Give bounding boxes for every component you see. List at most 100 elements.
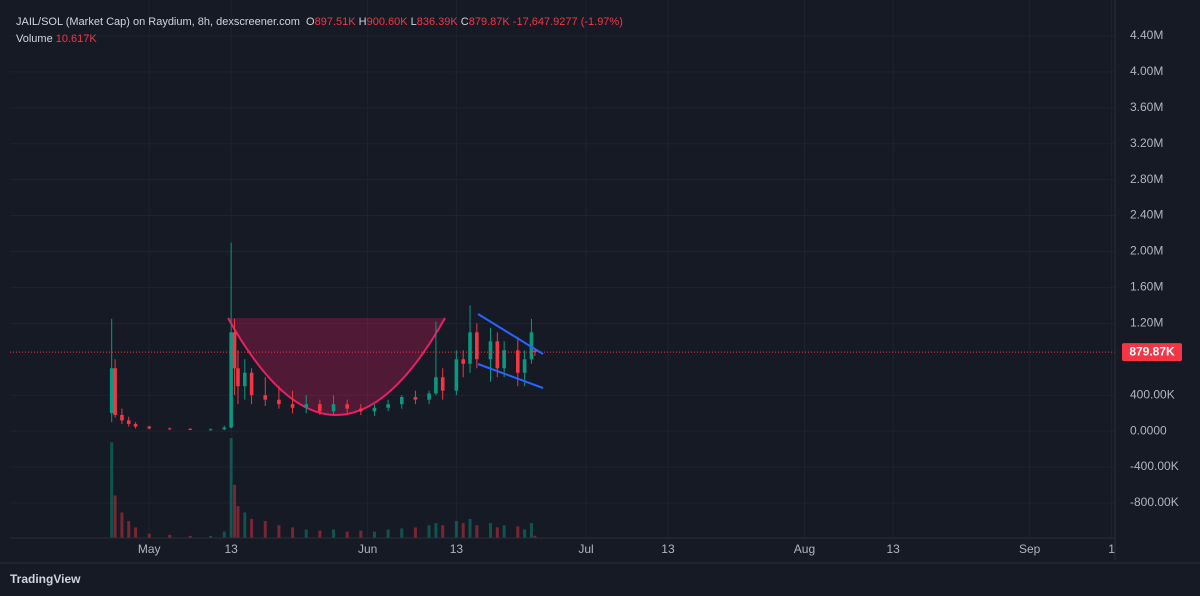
volume-bar bbox=[468, 518, 472, 538]
y-tick-label: 2.40M bbox=[1130, 208, 1163, 222]
volume-bar bbox=[168, 534, 172, 538]
volume-bar bbox=[332, 529, 336, 538]
candle-body bbox=[318, 404, 322, 412]
volume-bar bbox=[233, 484, 237, 538]
candle-body bbox=[488, 341, 493, 360]
x-tick-label: 13 bbox=[661, 542, 675, 556]
y-tick-label: 2.00M bbox=[1130, 244, 1163, 258]
candle-body bbox=[454, 359, 459, 391]
volume-bar bbox=[113, 495, 117, 538]
volume-bar bbox=[243, 512, 247, 538]
change: -17,647.9277 (-1.97%) bbox=[512, 16, 623, 28]
candle-body bbox=[263, 395, 268, 400]
volume-bar bbox=[495, 527, 499, 538]
volume-bar bbox=[318, 530, 322, 538]
candle-body bbox=[242, 372, 247, 387]
volume-bar bbox=[291, 527, 295, 538]
candle-body bbox=[222, 427, 227, 430]
candle-body bbox=[495, 341, 500, 369]
volume-bar bbox=[120, 512, 124, 538]
volume-bar bbox=[188, 535, 192, 538]
x-tick-label: 13 bbox=[224, 542, 238, 556]
x-tick-label: Jul bbox=[578, 542, 593, 556]
candle-body bbox=[440, 377, 445, 391]
candle-body bbox=[249, 372, 254, 396]
x-tick-label: Jun bbox=[358, 542, 377, 556]
brand[interactable]: TradingView bbox=[10, 572, 81, 586]
volume-bar bbox=[345, 531, 349, 538]
last-price-box bbox=[1122, 343, 1182, 362]
candle-body bbox=[113, 368, 117, 415]
candle-body bbox=[533, 350, 537, 353]
volume-bar bbox=[134, 527, 138, 538]
ohlc-value: 900.60K bbox=[366, 16, 408, 28]
x-tick-label: 13 bbox=[887, 542, 901, 556]
cup-fill bbox=[228, 318, 478, 415]
grid bbox=[10, 0, 1115, 538]
ohlc-key: O bbox=[306, 16, 315, 28]
candle-body bbox=[188, 428, 192, 430]
symbol: JAIL/SOL (Market Cap) on Raydium, 8h, de… bbox=[16, 16, 300, 28]
candle-body bbox=[359, 408, 363, 412]
y-tick-label: 2.80M bbox=[1130, 172, 1163, 186]
cup-arc bbox=[227, 317, 446, 416]
volume-bar bbox=[277, 525, 281, 538]
ohlc-key: C bbox=[460, 16, 469, 28]
volume-bar bbox=[533, 535, 537, 538]
axes: -800.00K -400.00K 0.0000 400.00K 1.20M 1.60M 2… bbox=[138, 28, 1182, 556]
volume-bar bbox=[461, 523, 465, 538]
volume-bar bbox=[427, 525, 431, 538]
candle-body bbox=[468, 332, 472, 364]
y-tick-label: 1.20M bbox=[1130, 316, 1163, 330]
volume-bar bbox=[400, 528, 404, 538]
volume-bar bbox=[488, 523, 492, 538]
volume-bar bbox=[502, 525, 506, 538]
candle-body bbox=[427, 393, 431, 400]
candle-body bbox=[167, 428, 172, 430]
y-tick-label: -800.00K bbox=[1130, 495, 1179, 509]
volume-bar bbox=[413, 527, 417, 538]
volume-bar bbox=[386, 529, 390, 538]
ohlc: O897.51K H900.60K L836.39K C879.87K bbox=[306, 16, 513, 28]
candle-body bbox=[120, 414, 124, 421]
candle-body bbox=[232, 332, 237, 369]
volume-bar bbox=[147, 533, 151, 538]
candle-body bbox=[133, 423, 138, 427]
candle-body bbox=[413, 396, 418, 400]
flag-line bbox=[477, 363, 544, 389]
y-tick-label: 3.20M bbox=[1130, 136, 1163, 150]
candle-body bbox=[502, 350, 506, 369]
volume-bar bbox=[359, 530, 363, 538]
volume-bar bbox=[229, 438, 233, 538]
candle-body bbox=[126, 420, 131, 424]
x-tick-label: 1 bbox=[1108, 542, 1115, 556]
volume-bar bbox=[263, 520, 267, 538]
volume-bar bbox=[236, 506, 240, 538]
ohlc-key: H bbox=[358, 16, 367, 28]
ohlc-value: 879.87K bbox=[468, 16, 510, 28]
candle-body bbox=[522, 359, 527, 373]
candle-body bbox=[277, 399, 281, 405]
x-tick-label: May bbox=[138, 542, 161, 556]
candle-body bbox=[475, 332, 479, 360]
volume-bar bbox=[304, 529, 308, 538]
y-tick-label: 1.60M bbox=[1130, 280, 1163, 294]
volume-bar bbox=[516, 526, 520, 538]
y-tick-label: 400.00K bbox=[1130, 387, 1175, 401]
candle-body bbox=[399, 396, 404, 405]
candle-body bbox=[304, 404, 309, 408]
ohlc-key: L bbox=[410, 16, 417, 28]
volume-bar bbox=[250, 518, 254, 538]
y-tick-label: 4.00M bbox=[1130, 64, 1163, 78]
y-tick-label: -400.00K bbox=[1130, 459, 1179, 473]
volume-bar bbox=[434, 523, 438, 538]
volume-bar bbox=[475, 525, 479, 538]
y-tick-label: 0.0000 bbox=[1130, 423, 1167, 437]
volume-bar bbox=[441, 525, 445, 538]
volume-bar bbox=[372, 531, 376, 538]
candle-body bbox=[147, 426, 152, 429]
volume-key: Volume bbox=[16, 33, 53, 45]
x-tick-label: Sep bbox=[1019, 542, 1041, 556]
